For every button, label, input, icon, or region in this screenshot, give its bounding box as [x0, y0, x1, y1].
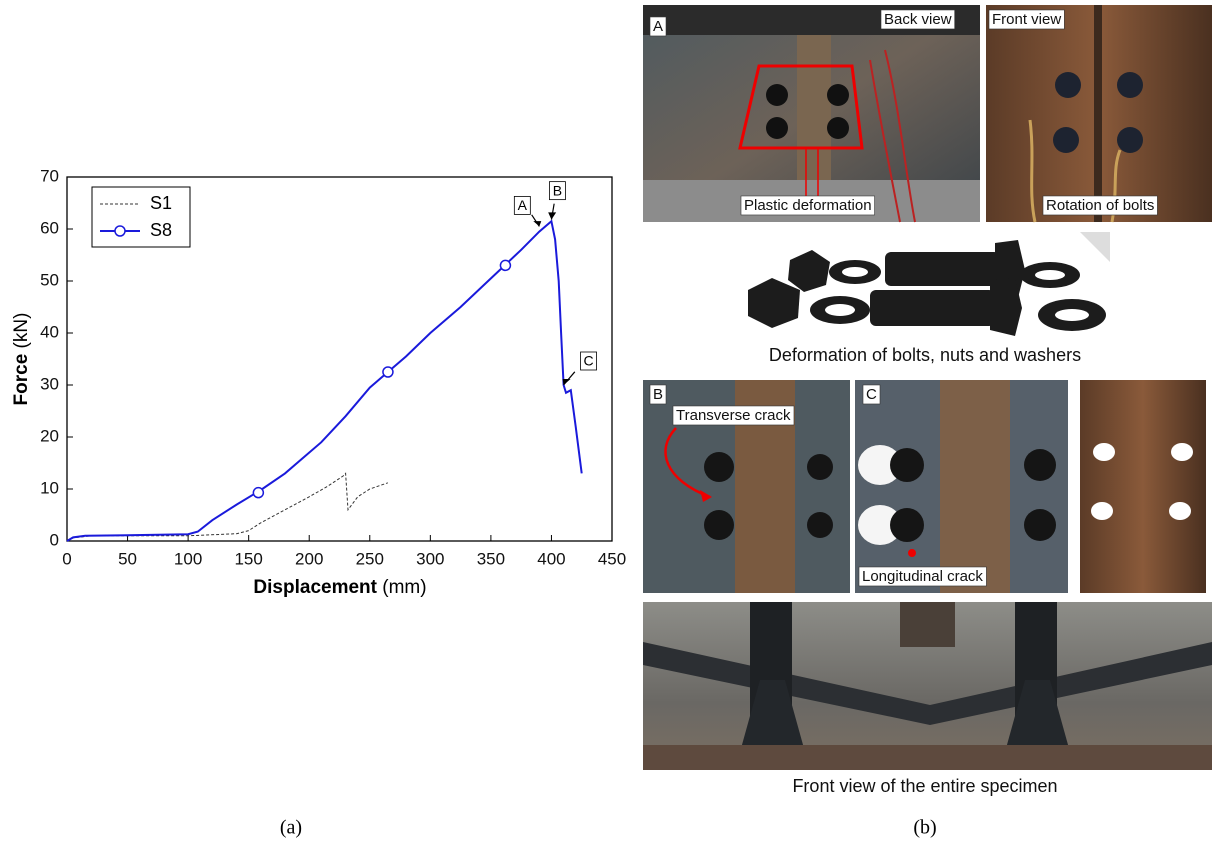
photo-label: A: [653, 18, 663, 35]
annotation-arrowhead: [563, 379, 571, 385]
legend-marker: [115, 226, 125, 236]
y-tick-label: 50: [40, 270, 59, 289]
photo-bolts: [748, 232, 1110, 336]
annotation: B: [553, 182, 562, 198]
x-tick-label: 200: [295, 549, 323, 568]
y-tick-label: 30: [40, 374, 59, 393]
x-tick-label: 50: [118, 549, 137, 568]
series-marker: [500, 260, 510, 270]
y-tick-label: 40: [40, 322, 59, 341]
x-tick-label: 0: [62, 549, 71, 568]
series-marker: [383, 367, 393, 377]
photo-plate: [1080, 380, 1206, 593]
x-tick-label: 450: [598, 549, 626, 568]
photo-label: Rotation of bolts: [1046, 197, 1154, 214]
x-tick-label: 300: [416, 549, 444, 568]
figure: 0 50 100 150 200 250 300 350 400 450 0 10 20 30 40 50 60…: [0, 0, 1215, 843]
x-tick-label: 150: [234, 549, 262, 568]
annotation: C: [583, 353, 593, 369]
photo-a: [643, 5, 980, 222]
series-marker: [253, 488, 263, 498]
y-tick-label: 20: [40, 426, 59, 445]
x-tick-label: 400: [537, 549, 565, 568]
x-tick-label: 250: [356, 549, 384, 568]
photo-label: Back view: [884, 11, 952, 28]
photo-label: Transverse crack: [676, 407, 791, 424]
photo-caption: Front view of the entire specimen: [792, 776, 1057, 796]
photo-specimen: [643, 602, 1212, 770]
x-axis-unit: (mm): [382, 577, 426, 598]
x-axis-name: Displacement: [253, 577, 377, 598]
y-tick-label: 10: [40, 478, 59, 497]
photo-front: [986, 5, 1212, 222]
legend-label: S8: [150, 220, 172, 240]
photo-label: Front view: [992, 11, 1061, 28]
x-tick-label: 350: [477, 549, 505, 568]
annotation-arrowhead: [533, 221, 541, 226]
photo-label: Plastic deformation: [744, 197, 872, 214]
y-tick-label: 70: [40, 166, 59, 185]
y-tick-label: 0: [50, 530, 59, 549]
y-tick-label: 60: [40, 218, 59, 237]
chart: 0 50 100 150 200 250 300 350 400 450 0 10 20 30 40 50 60…: [11, 166, 626, 598]
y-axis-name: Force: [11, 354, 32, 406]
legend-label: S1: [150, 193, 172, 213]
photo-c: [855, 380, 1068, 593]
photo-label: C: [866, 386, 877, 403]
y-axis-unit: (kN): [11, 313, 32, 349]
photo-label: B: [653, 386, 663, 403]
legend-box: [92, 187, 190, 247]
series-line: [67, 473, 388, 541]
y-axis-label: Force (kN): [11, 313, 32, 406]
panel-caption: (a): [280, 817, 302, 839]
photo-caption: Deformation of bolts, nuts and washers: [769, 345, 1081, 365]
photo-label: Longitudinal crack: [862, 568, 983, 585]
x-axis-label: Displacement (mm): [253, 577, 426, 598]
panel-caption: (b): [913, 817, 936, 839]
annotation: A: [518, 197, 528, 213]
x-tick-label: 100: [174, 549, 202, 568]
